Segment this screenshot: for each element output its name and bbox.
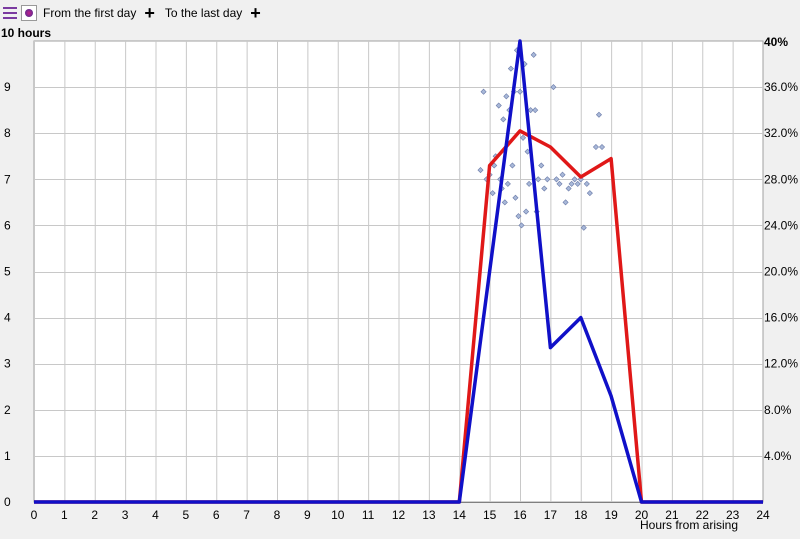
menu-icon[interactable] — [3, 6, 17, 20]
scatter-point — [535, 176, 542, 183]
scatter-point — [538, 162, 545, 169]
x-tick-label: 10 — [331, 508, 345, 522]
scatter-point — [489, 190, 496, 197]
plus-icon[interactable]: + — [250, 3, 261, 23]
y-right-tick-label: 32.0% — [764, 126, 798, 140]
x-tick-label: 7 — [243, 508, 250, 522]
scatter-point — [562, 199, 569, 206]
scatter-point — [500, 116, 507, 123]
scatter-point — [516, 88, 524, 95]
x-tick-label: 9 — [304, 508, 311, 522]
right-axis-top-label: 40% — [764, 35, 788, 49]
x-tick-label: 19 — [604, 508, 618, 522]
scatter-point — [520, 134, 527, 141]
x-tick-label: 16 — [513, 508, 527, 522]
scatter-point — [495, 102, 502, 109]
toolbar: From the first day + To the last day + — [0, 0, 800, 26]
scatter-point — [507, 65, 514, 72]
y-left-tick-label: 8 — [4, 126, 11, 140]
left-axis-top-label: 10 hours — [1, 26, 51, 40]
x-tick-label: 5 — [183, 508, 190, 522]
x-tick-label: 18 — [574, 508, 588, 522]
scatter-point — [550, 84, 557, 91]
scatter-point — [477, 167, 484, 174]
scatter-point — [530, 51, 537, 58]
y-left-tick-label: 3 — [4, 357, 11, 371]
scatter-point — [544, 176, 551, 183]
scatter-point — [598, 144, 606, 151]
x-tick-label: 12 — [392, 508, 406, 522]
scatter-point — [574, 180, 581, 187]
x-tick-label: 4 — [152, 508, 159, 522]
scatter-point — [571, 176, 578, 183]
scatter-point — [583, 180, 590, 187]
scatter-point — [565, 185, 572, 192]
scatter-point — [480, 88, 487, 95]
scatter-point — [518, 222, 525, 229]
scatter-point — [586, 190, 593, 197]
x-axis-label: Hours from arising — [640, 518, 738, 532]
x-tick-label: 22 — [696, 508, 710, 522]
y-right-tick-label: 8.0% — [764, 403, 792, 417]
scatter-point — [512, 194, 519, 201]
scatter-point — [592, 144, 599, 151]
scatter-point — [532, 107, 539, 114]
scatter-point — [503, 93, 510, 100]
scatter-point — [526, 180, 533, 187]
blue-series-line — [34, 39, 763, 504]
y-left-tick-label: 0 — [4, 495, 11, 509]
x-tick-label: 1 — [61, 508, 68, 522]
x-tick-label: 11 — [362, 508, 375, 522]
scatter-point — [527, 107, 534, 114]
x-tick-label: 15 — [483, 508, 497, 522]
scatter-point — [501, 199, 508, 206]
x-tick-label: 20 — [635, 508, 649, 522]
y-left-tick-label: 4 — [4, 311, 11, 325]
y-right-tick-label: 12.0% — [764, 357, 798, 371]
from-first-day-label: From the first day — [43, 6, 137, 20]
y-left-tick-label: 6 — [4, 218, 11, 232]
y-right-tick-label: 24.0% — [764, 218, 798, 232]
scatter-point — [595, 111, 602, 118]
y-left-tick-label: 9 — [4, 80, 11, 94]
x-tick-label: 21 — [665, 508, 679, 522]
y-right-tick-label: 28.0% — [764, 172, 798, 186]
y-right-tick-label: 4.0% — [764, 449, 792, 463]
x-tick-label: 13 — [422, 508, 436, 522]
x-tick-label: 17 — [544, 508, 558, 522]
plus-icon[interactable]: + — [144, 3, 155, 23]
x-tick-label: 8 — [274, 508, 281, 522]
x-tick-label: 14 — [453, 508, 467, 522]
y-right-tick-label: 36.0% — [764, 80, 798, 94]
scatter-point — [559, 171, 566, 178]
x-tick-label: 23 — [726, 508, 740, 522]
x-tick-label: 2 — [91, 508, 98, 522]
app-icon[interactable] — [21, 5, 37, 21]
y-left-tick-label: 1 — [4, 449, 11, 463]
scatter-point — [504, 180, 511, 187]
x-tick-label: 3 — [122, 508, 129, 522]
scatter-point — [509, 162, 516, 169]
scatter-point — [568, 180, 575, 187]
scatter-point — [541, 185, 548, 192]
scatter-point — [556, 180, 563, 187]
to-last-day-label: To the last day — [164, 6, 243, 20]
x-tick-label: 24 — [756, 508, 770, 522]
y-left-tick-label: 5 — [4, 265, 11, 279]
y-right-tick-label: 16.0% — [764, 311, 798, 325]
scatter-point — [580, 224, 587, 231]
y-right-tick-label: 20.0% — [764, 265, 798, 279]
x-tick-label: 0 — [31, 508, 38, 522]
y-left-tick-label: 7 — [4, 172, 11, 186]
x-tick-label: 6 — [213, 508, 220, 522]
y-left-tick-label: 2 — [4, 403, 11, 417]
scatter-point — [553, 176, 560, 183]
scatter-point — [523, 208, 530, 215]
scatter-point — [515, 213, 522, 220]
